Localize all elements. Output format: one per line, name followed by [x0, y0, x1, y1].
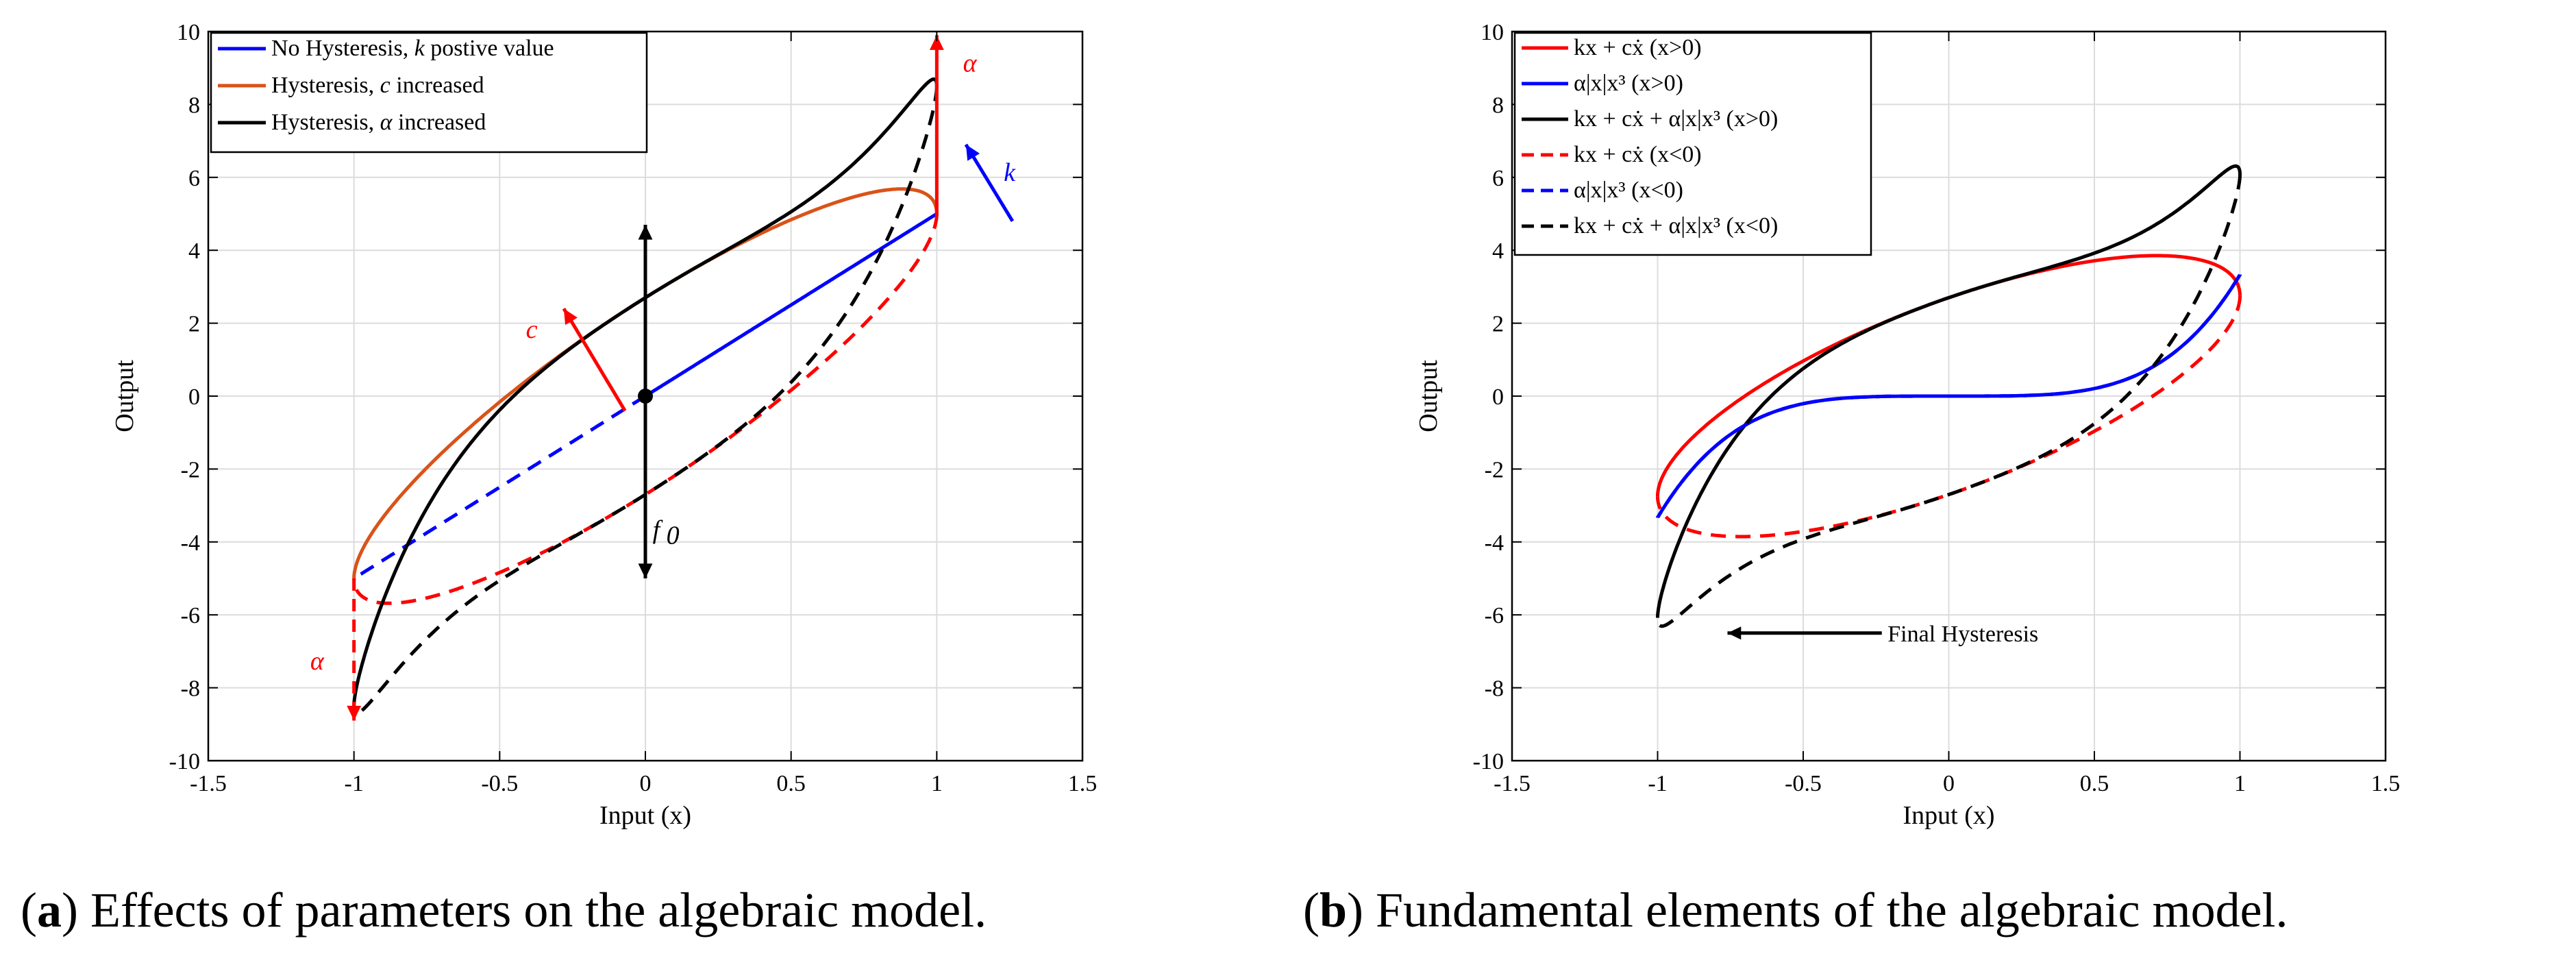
- a-annotation-f0-sub: 0: [667, 521, 680, 550]
- b-series-3: [1656, 295, 2242, 539]
- a-ytick-label-10: 10: [177, 20, 200, 45]
- a-ytick-label-7: 4: [188, 238, 200, 264]
- a-xtick-label-5: 1: [931, 771, 943, 796]
- b-series-2: [1656, 164, 2242, 618]
- panel-b-caption-label: b: [1320, 883, 1347, 937]
- b-ytick-label-2: -6: [1485, 603, 1504, 628]
- a-legend-label-2: Hysteresis, α increased: [271, 110, 486, 135]
- a-xtick-label-1: -1: [345, 771, 364, 796]
- b-legend-label-1: α|x|x³ (x>0): [1574, 71, 1683, 96]
- panel-a-caption: (a) Effects of parameters on the algebra…: [21, 883, 987, 937]
- b-ytick-label-1: -8: [1485, 676, 1504, 702]
- panel-b-caption-text: Fundamental elements of the algebraic mo…: [1376, 883, 2288, 937]
- b-ytick-label-6: 2: [1492, 312, 1504, 337]
- a-f0-arrow-up-head: [638, 224, 653, 240]
- b-legend-label-0: kx + cẋ (x>0): [1574, 35, 1702, 60]
- a-series-no-hysteresis-dashed: [352, 394, 647, 580]
- panel-a-caption-text: Effects of parameters on the algebraic m…: [90, 883, 987, 937]
- a-annotation-k: k: [1004, 158, 1016, 187]
- a-xlabel: Input (x): [599, 801, 691, 830]
- a-annotation-alpha-top: α: [963, 49, 978, 78]
- a-series-no-hysteresis-solid: [644, 212, 939, 398]
- b-xtick-label-4: 0.5: [2080, 771, 2109, 796]
- b-ytick-label-5: 0: [1492, 384, 1504, 410]
- a-ytick-label-1: -8: [181, 676, 200, 702]
- b-ytick-label-3: -4: [1485, 530, 1504, 556]
- a-xtick-label-0: -1.5: [190, 771, 227, 796]
- panel-a-caption-label: a: [37, 883, 62, 937]
- a-ytick-label-9: 8: [188, 93, 200, 118]
- a-k-arrow-head: [965, 144, 980, 161]
- panel-b-caption: (b) Fundamental elements of the algebrai…: [1303, 883, 2288, 937]
- a-ytick-label-3: -4: [181, 530, 200, 556]
- b-legend-label-2: kx + cẋ + α|x|x³ (x>0): [1574, 106, 1778, 132]
- a-legend-label-0: No Hysteresis, k postive value: [271, 36, 554, 61]
- a-c-arrow-head: [563, 308, 578, 326]
- a-ytick-label-5: 0: [188, 384, 200, 410]
- b-xtick-label-1: -1: [1648, 771, 1667, 796]
- a-xtick-label-6: 1.5: [1068, 771, 1098, 796]
- a-annotation-alpha-bottom: α: [310, 647, 325, 676]
- a-alpha-arrow-top-head: [929, 35, 944, 50]
- a-ytick-label-8: 6: [188, 166, 200, 191]
- a-f0-origin-dot: [638, 389, 653, 404]
- b-ytick-label-7: 4: [1492, 238, 1504, 264]
- a-xtick-label-4: 0.5: [776, 771, 806, 796]
- b-ytick-label-0: -10: [1473, 749, 1504, 774]
- panel-b-chart: Final Hysteresis -1.5 -1 -0.5 0 0.5 1 1.5 -10 -8 -…: [1414, 20, 2400, 830]
- b-ytick-label-10: 10: [1481, 20, 1504, 45]
- b-legend-box: [1513, 32, 1872, 256]
- b-ylabel: Output: [1414, 360, 1443, 432]
- a-legend-box: [210, 32, 648, 154]
- b-xtick-label-6: 1.5: [2371, 771, 2401, 796]
- a-annotation-c: c: [526, 315, 538, 344]
- b-annotation-final-hysteresis: Final Hysteresis: [1887, 622, 2038, 647]
- b-final-hysteresis-arrow-head: [1727, 626, 1742, 640]
- b-ytick-label-9: 8: [1492, 93, 1504, 118]
- a-series-c-increased-dashed: [352, 214, 939, 605]
- a-ytick-label-2: -6: [181, 603, 200, 628]
- b-xtick-label-3: 0: [1943, 771, 1955, 796]
- a-xtick-label-2: -0.5: [481, 771, 518, 796]
- a-ytick-label-6: 2: [188, 312, 200, 337]
- a-legend-label-1: Hysteresis, c increased: [271, 73, 484, 98]
- b-legend-label-5: kx + cẋ + α|x|x³ (x<0): [1574, 213, 1778, 238]
- a-ylabel: Output: [110, 360, 139, 432]
- a-c-arrow-shaft: [562, 308, 627, 412]
- b-legend-label-3: kx + cẋ (x<0): [1574, 142, 1702, 167]
- a-f0-arrow-down-head: [638, 563, 653, 578]
- b-series-5: [1656, 174, 2242, 628]
- a-ytick-label-4: -2: [181, 457, 200, 482]
- a-alpha-arrow-bottom-head: [347, 705, 362, 721]
- b-xtick-label-0: -1.5: [1494, 771, 1531, 796]
- b-xtick-label-2: -0.5: [1785, 771, 1822, 796]
- a-ytick-label-0: -10: [169, 749, 200, 774]
- b-xtick-label-5: 1: [2234, 771, 2246, 796]
- b-xlabel: Input (x): [1903, 801, 1994, 830]
- b-series-1: [1656, 273, 2242, 519]
- a-xtick-label-3: 0: [640, 771, 652, 796]
- a-k-arrow-shaft: [964, 143, 1015, 222]
- b-ytick-label-8: 6: [1492, 166, 1504, 191]
- b-ytick-label-4: -2: [1485, 457, 1504, 482]
- b-legend-label-4: α|x|x³ (x<0): [1574, 177, 1683, 203]
